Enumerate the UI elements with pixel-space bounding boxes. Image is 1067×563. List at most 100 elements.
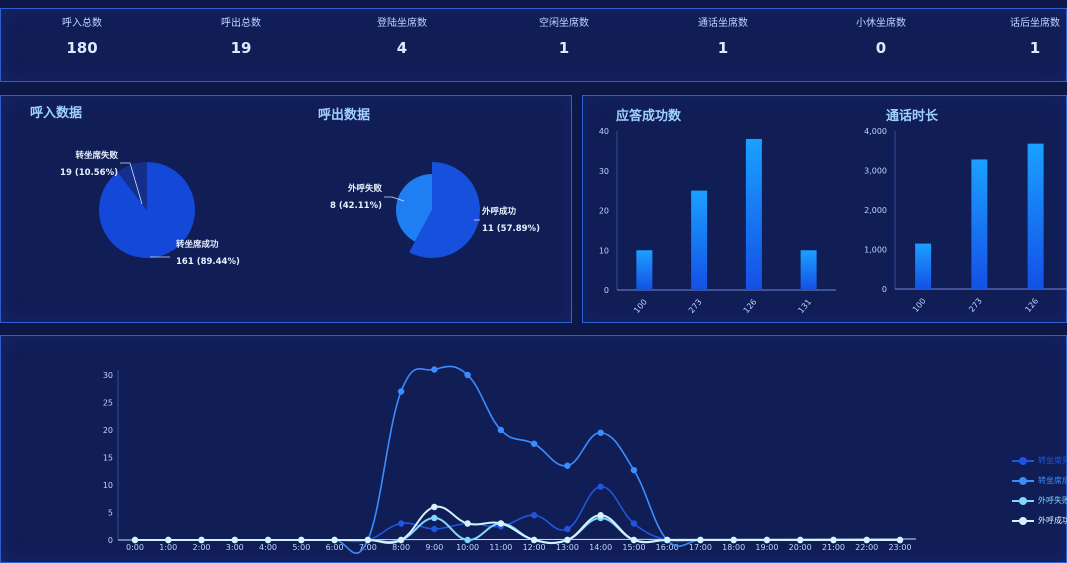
data-point: [397, 388, 405, 395]
pie-label-value: 8 (42.11%): [330, 201, 382, 211]
data-point: [630, 520, 638, 527]
stat-label: 呼出总数: [221, 18, 261, 29]
legend-label: 转坐席成功数: [1038, 476, 1067, 485]
x-tick-label: 15:00: [622, 543, 645, 552]
x-tick-label: 21:00: [822, 543, 845, 552]
y-tick-label: 2,000: [864, 206, 887, 215]
data-point: [597, 429, 604, 436]
pie-label-name: 转坐席成功: [176, 239, 219, 250]
x-tick-label: 7:00: [359, 543, 377, 552]
data-point: [364, 536, 372, 544]
pie-label-name: 外呼成功: [481, 206, 517, 217]
x-tick-label: 8:00: [392, 543, 410, 552]
y-tick-label: 5: [108, 509, 113, 518]
bar: [971, 159, 988, 289]
y-tick-label: 15: [103, 454, 113, 463]
pie-label-name: 外呼失败: [347, 183, 383, 194]
data-point: [530, 536, 538, 544]
x-tick-label: 13:00: [556, 543, 579, 552]
data-point: [564, 462, 571, 469]
x-tick-label: 9:00: [425, 543, 443, 552]
data-point: [464, 536, 471, 544]
x-tick-label: 273: [967, 297, 984, 314]
x-tick-label: 5:00: [292, 543, 310, 552]
legend-swatch-icon: [1012, 456, 1034, 465]
data-point: [331, 536, 338, 544]
y-tick-label: 3,000: [864, 167, 887, 176]
data-point: [497, 426, 505, 434]
data-point: [763, 536, 771, 544]
stat-value: 19: [230, 39, 252, 57]
bar: [1027, 143, 1044, 289]
x-tick-label: 4:00: [259, 543, 277, 552]
pie-slice: [409, 162, 480, 258]
data-point: [165, 536, 172, 544]
bar: [800, 250, 817, 290]
legend-swatch-icon: [1012, 476, 1034, 485]
x-tick-label: 273: [687, 298, 704, 315]
stat-5: 小休坐席数 0: [821, 14, 941, 57]
data-point: [431, 503, 438, 511]
legend-item[interactable]: 转坐席成功数: [1012, 475, 1067, 486]
x-tick-label: 14:00: [589, 543, 612, 552]
pie-label-value: 19 (10.56%): [60, 168, 118, 178]
stat-value: 0: [875, 39, 887, 57]
data-point: [530, 440, 538, 447]
legend-item[interactable]: 转坐席失败数: [1012, 455, 1067, 466]
x-tick-label: 17:00: [689, 543, 712, 552]
stat-2: 登陆坐席数 4: [342, 14, 462, 57]
data-point: [597, 512, 604, 519]
pie-label-line: [384, 196, 405, 202]
x-tick-label: 6:00: [326, 543, 344, 552]
pie-label-line: [120, 162, 143, 205]
data-point: [131, 536, 139, 544]
data-point: [530, 512, 538, 519]
data-point: [431, 525, 438, 533]
x-tick-label: 12:00: [523, 543, 546, 552]
y-tick-label: 0: [108, 536, 113, 545]
y-tick-label: 20: [103, 426, 113, 435]
data-point: [464, 371, 471, 379]
data-point: [863, 536, 870, 544]
stat-4: 通话坐席数 1: [663, 14, 783, 57]
y-tick-label: 40: [599, 127, 609, 136]
data-point: [564, 525, 571, 533]
x-tick-label: 131: [796, 298, 813, 315]
y-tick-label: 0: [882, 285, 887, 294]
stat-label: 登陆坐席数: [377, 18, 427, 29]
data-point: [730, 536, 737, 544]
data-point: [797, 536, 804, 544]
pie-slice: [117, 162, 147, 210]
series-line: [135, 365, 900, 554]
series-line: [135, 485, 900, 543]
bar: [915, 243, 932, 289]
y-tick-label: 10: [599, 246, 609, 255]
x-tick-label: 2:00: [193, 543, 211, 552]
legend-item[interactable]: 外呼成功数: [1012, 515, 1067, 526]
x-tick-label: 0:00: [126, 543, 144, 552]
x-tick-label: 126: [742, 298, 759, 315]
legend-label: 外呼成功数: [1038, 516, 1067, 525]
data-point: [663, 536, 671, 544]
bar: [691, 190, 708, 290]
stats-panel: [0, 8, 1067, 82]
x-tick-label: 126: [1023, 297, 1040, 314]
stat-1: 呼出总数 19: [181, 14, 301, 57]
stat-value: 1: [558, 39, 570, 57]
y-tick-label: 25: [103, 399, 113, 408]
data-point: [497, 520, 505, 527]
x-tick-label: 100: [911, 297, 928, 314]
data-point: [397, 536, 405, 544]
stat-value: 1: [1029, 39, 1041, 57]
legend-item[interactable]: 外呼失败数: [1012, 495, 1067, 506]
data-point: [198, 536, 205, 544]
stat-label: 通话坐席数: [698, 18, 748, 29]
y-tick-label: 1,000: [864, 246, 887, 255]
data-point: [630, 536, 638, 544]
pie-label-value: 161 (89.44%): [176, 257, 240, 267]
pie-label-name: 转坐席失败: [75, 150, 118, 161]
legend-label: 外呼失败数: [1038, 496, 1067, 505]
x-tick-label: 10:00: [456, 543, 479, 552]
outbound-pie-title: 呼出数据: [318, 108, 371, 123]
